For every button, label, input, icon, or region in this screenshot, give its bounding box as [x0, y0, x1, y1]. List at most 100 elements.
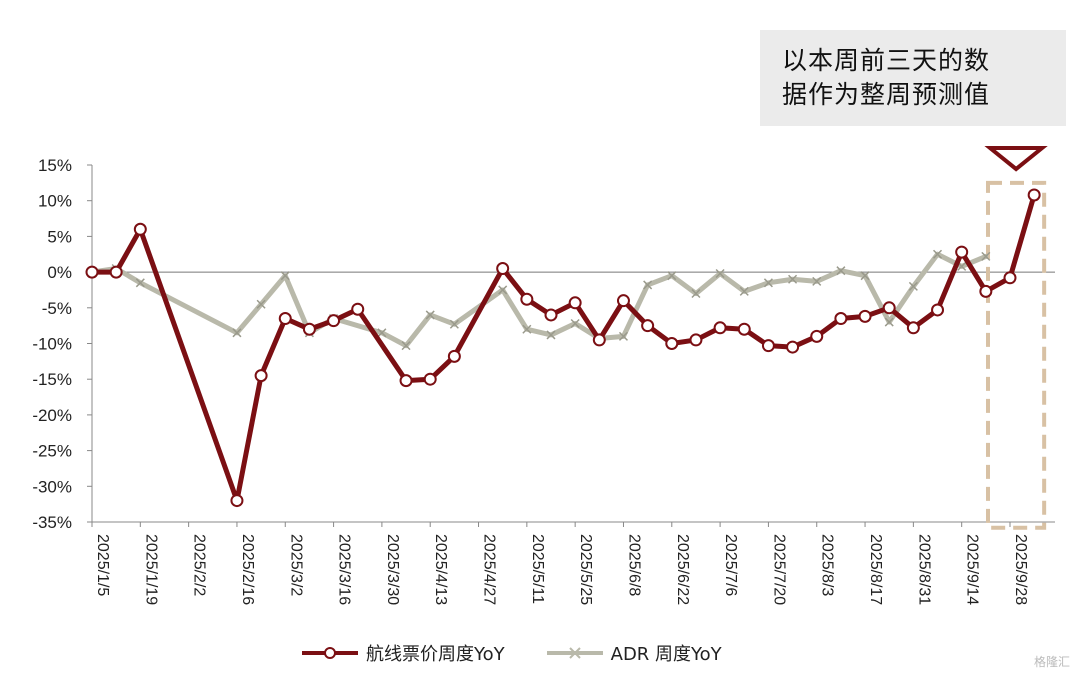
adr-point [618, 331, 629, 341]
adr-point [401, 341, 411, 351]
y-tick-label: 0% [47, 263, 72, 282]
adr-point [908, 281, 918, 291]
adr-point [836, 266, 846, 276]
fare-point [761, 339, 775, 353]
x-tick-label: 2025/7/6 [722, 534, 739, 596]
x-tick-label: 2025/6/22 [674, 534, 691, 605]
fare-point [230, 494, 244, 508]
x-tick-label: 2025/8/17 [867, 534, 884, 605]
fare-point [786, 340, 800, 354]
adr-yoy-line [89, 251, 989, 349]
adr-point [570, 318, 580, 329]
adr-point [715, 268, 725, 279]
x-tick-label: 2025/7/20 [770, 534, 787, 605]
fare-point [616, 294, 630, 308]
adr-point [932, 249, 943, 259]
legend-adr-swatch [546, 647, 603, 659]
fare-point [592, 333, 606, 347]
y-tick-label: -10% [32, 335, 72, 354]
fare-point [906, 321, 920, 335]
y-tick-label: 10% [38, 192, 72, 211]
adr-point [449, 319, 459, 329]
fare-point [641, 319, 655, 333]
fare-point [447, 349, 461, 363]
fare-point [423, 372, 437, 386]
fare-point [302, 322, 316, 336]
fare-point [713, 321, 727, 335]
x-tick-label: 2025/8/31 [915, 534, 932, 605]
fare-point [133, 222, 147, 236]
fare-point [85, 265, 99, 279]
adr-point [981, 251, 991, 261]
adr-point [256, 299, 266, 309]
x-tick-label: 2025/8/3 [819, 534, 836, 596]
x-tick-label: 2025/6/8 [625, 534, 642, 596]
fare-point [278, 312, 292, 326]
x-tick-label: 2025/1/5 [94, 534, 111, 596]
x-tick-label: 2025/3/2 [287, 534, 304, 596]
legend-label-adr: ADR 周度YoY [610, 644, 722, 665]
x-tick-label: 2025/2/16 [239, 534, 256, 605]
legend-item-adr: ADR 周度YoY [545, 640, 722, 666]
y-tick-label: -5% [42, 299, 72, 318]
adr-point [232, 328, 242, 338]
adr-point [546, 330, 556, 340]
forecast-highlight-box [986, 180, 1047, 530]
fare-point [955, 245, 969, 259]
fare-point [399, 374, 413, 388]
adr-point [498, 285, 508, 295]
x-tick-label: 2025/3/16 [336, 534, 353, 605]
adr-point [788, 274, 798, 284]
adr-point [860, 271, 870, 281]
forecast-triangle-marker [984, 146, 1048, 172]
adr-point [135, 278, 145, 288]
x-tick-label: 2025/4/13 [432, 534, 449, 605]
y-tick-label: -25% [32, 442, 72, 461]
x-tick-label: 2025/9/14 [964, 534, 981, 605]
fare-point [496, 262, 510, 276]
y-tick-label: -35% [32, 513, 72, 532]
fare-yoy-line [89, 192, 1037, 504]
fare-point [568, 296, 582, 310]
forecast-note-line2: 据作为整周预测值 [782, 80, 991, 109]
fare-point [520, 292, 534, 306]
fare-point [327, 314, 341, 328]
x-tick-label: 2025/1/19 [142, 534, 159, 605]
x-tick-label: 2025/4/27 [481, 534, 498, 605]
fare-point [665, 337, 679, 350]
adr-point [667, 271, 677, 281]
x-tick-label: 2025/2/2 [191, 534, 208, 596]
adr-point [377, 328, 387, 338]
legend-label-fare: 航线票价周度YoY [366, 644, 505, 665]
legend: 航线票价周度YoY ADR 周度YoY [300, 640, 722, 666]
y-tick-label: -15% [32, 370, 72, 389]
adr-point [739, 286, 749, 296]
x-tick-label: 2025/3/30 [384, 534, 401, 605]
adr-point [643, 280, 653, 290]
adr-point [884, 317, 894, 327]
fare-point [931, 303, 945, 317]
y-tick-label: 15% [38, 156, 72, 175]
fare-point [979, 284, 993, 298]
fare-point [1027, 188, 1041, 202]
fare-point [882, 301, 896, 315]
adr-point [425, 310, 435, 320]
fare-point [737, 322, 751, 336]
x-tick-label: 2025/5/25 [577, 534, 594, 605]
forecast-note-line1: 以本周前三天的数 [782, 46, 991, 75]
x-tick-label: 2025/9/28 [1012, 534, 1029, 605]
fare-point [351, 302, 365, 316]
fare-point [1003, 271, 1017, 285]
fare-point [254, 369, 268, 383]
x-tick-label: 2025/5/11 [529, 534, 546, 604]
forecast-note: 以本周前三天的数 据作为整周预测值 [760, 30, 1066, 126]
y-tick-label: 5% [47, 227, 72, 246]
adr-point [812, 276, 822, 286]
fare-point [810, 329, 824, 343]
fare-point [544, 308, 558, 322]
adr-point [763, 278, 773, 288]
fare-point [689, 333, 703, 347]
legend-item-fare: 航线票价周度YoY [300, 640, 505, 666]
fare-point [109, 265, 123, 279]
